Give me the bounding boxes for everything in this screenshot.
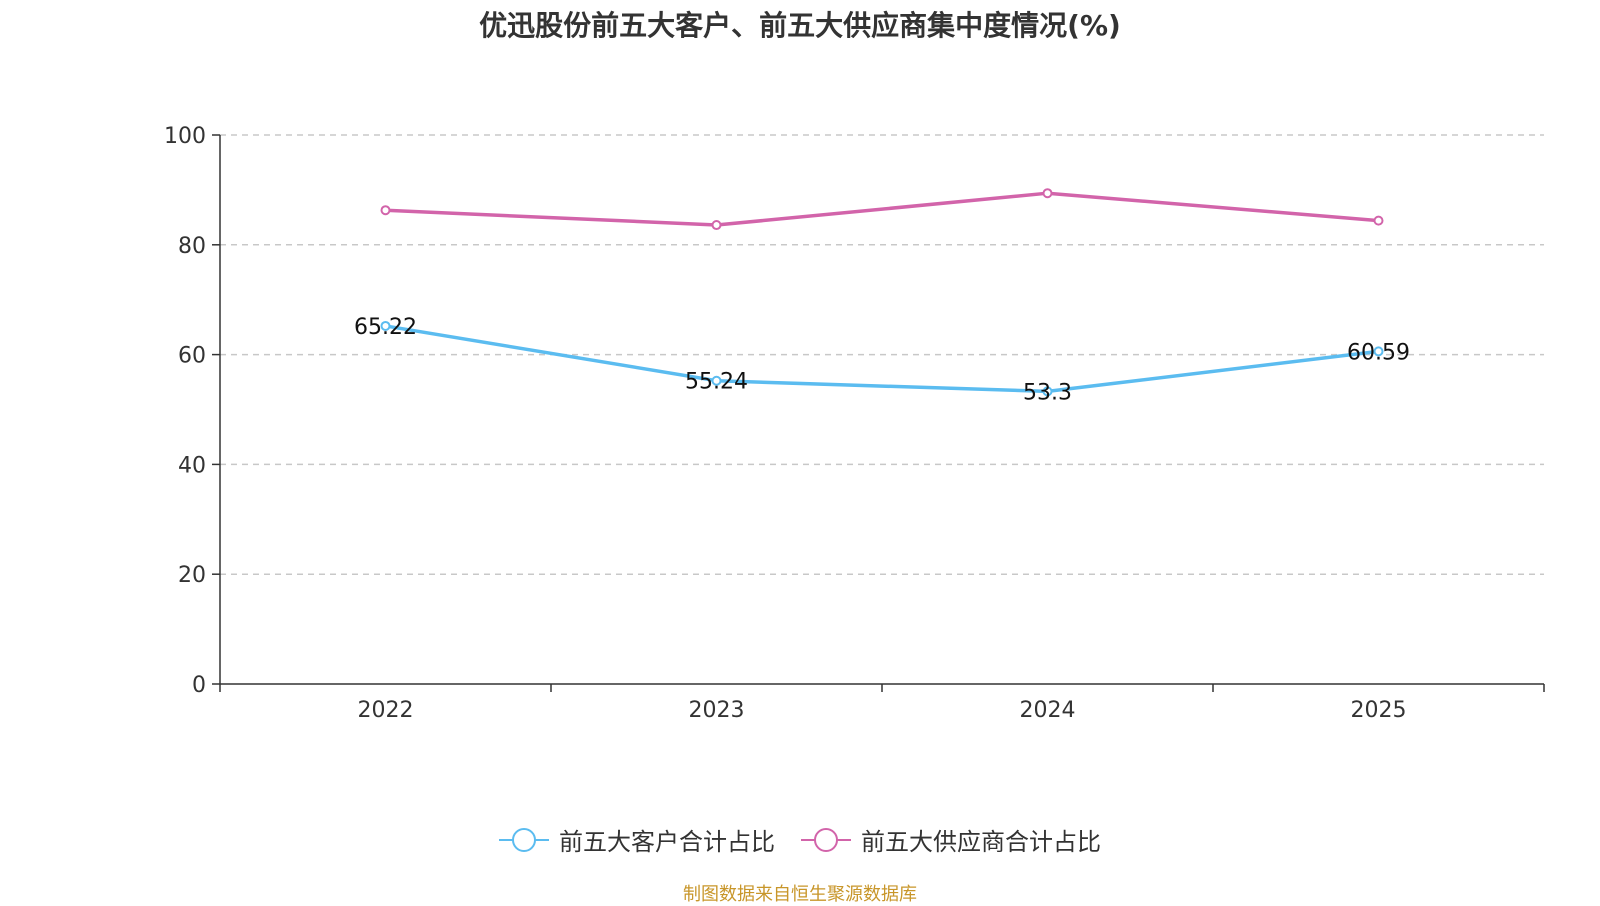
series-0-point-2024 [1042,386,1053,397]
series-0-point-2022 [380,320,391,331]
legend-item-suppliers[interactable]: 前五大供应商合计占比 [801,822,1101,857]
chart-title: 优迅股份前五大客户、前五大供应商集中度情况(%) [479,9,1121,42]
legend: 前五大客户合计占比 前五大供应商合计占比 [0,822,1600,857]
data-labels: 65.22 55.24 53.3 60.59 [354,315,1410,405]
legend-swatch-suppliers-icon [801,827,851,852]
source-note: 制图数据来自恒生聚源数据库 [683,884,917,905]
legend-item-customers[interactable]: 前五大客户合计占比 [499,822,775,857]
y-tick-label-60: 60 [178,344,206,369]
y-tick-label-100: 100 [164,124,206,149]
series-0-point-2025 [1373,346,1384,357]
series-line-1 [385,191,1379,227]
x-tick-label-2024: 2024 [1020,698,1076,723]
data-label-0-2025: 60.59 [1347,340,1410,365]
y-tick-label-40: 40 [178,453,206,478]
y-tick-label-20: 20 [178,563,206,588]
data-label-0-2023: 55.24 [685,370,748,395]
axes: 0 20 40 60 80 100 2022 2023 2024 2025 [164,124,1545,723]
y-tick-label-0: 0 [192,673,206,698]
series-1-point-2024 [1042,188,1053,199]
series-1-point-2023 [711,220,722,231]
series-line-0 [385,324,1379,394]
legend-label-suppliers: 前五大供应商合计占比 [861,828,1101,856]
y-tick-label-80: 80 [178,234,206,259]
data-label-0-2024: 53.3 [1023,380,1072,405]
legend-swatch-customers-icon [499,827,549,852]
series-1-point-2025 [1373,215,1384,226]
series-1-point-2022 [380,205,391,216]
x-tick-label-2025: 2025 [1351,698,1407,723]
data-label-0-2022: 65.22 [354,315,417,340]
series-lines [380,188,1384,397]
grid-lines [220,134,1544,575]
legend-label-customers: 前五大客户合计占比 [559,828,775,856]
x-tick-label-2022: 2022 [358,698,414,723]
series-0-point-2023 [711,375,722,386]
x-tick-label-2023: 2023 [689,698,745,723]
